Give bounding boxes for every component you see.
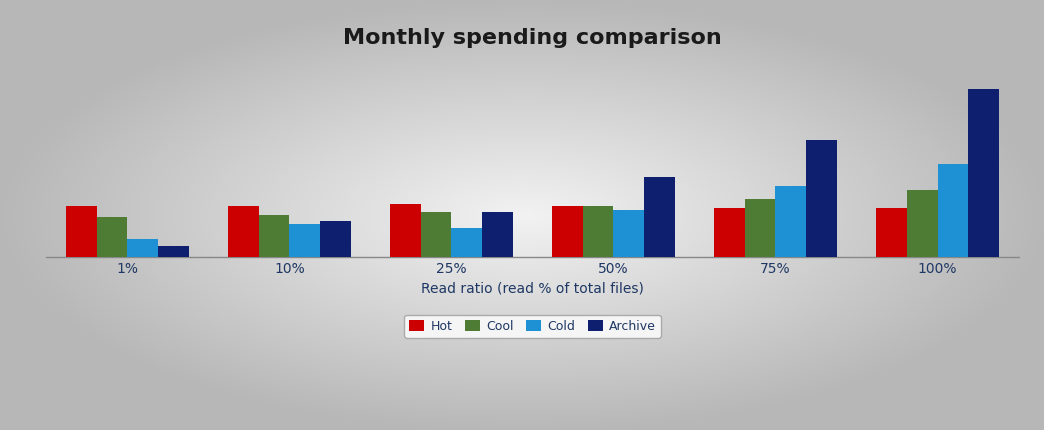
Bar [389,204,421,257]
Bar [876,208,907,257]
Bar [96,217,127,257]
Bar [907,190,938,257]
Bar [776,186,806,257]
Bar [644,177,675,257]
Bar [451,228,482,257]
Title: Monthly spending comparison: Monthly spending comparison [343,28,721,48]
Bar [614,210,644,257]
Bar [938,164,969,257]
Bar [482,212,513,257]
Bar [158,246,189,257]
Bar [259,215,289,257]
Bar [552,206,583,257]
Bar [714,208,744,257]
Bar [969,89,999,257]
Bar [583,206,614,257]
Bar [228,206,259,257]
Bar [806,140,837,257]
Legend: Hot, Cool, Cold, Archive: Hot, Cool, Cold, Archive [404,315,661,338]
Bar [421,212,451,257]
Bar [66,206,96,257]
X-axis label: Read ratio (read % of total files): Read ratio (read % of total files) [421,281,644,295]
Bar [321,221,351,257]
Bar [289,224,321,257]
Bar [127,239,158,257]
Bar [744,199,776,257]
